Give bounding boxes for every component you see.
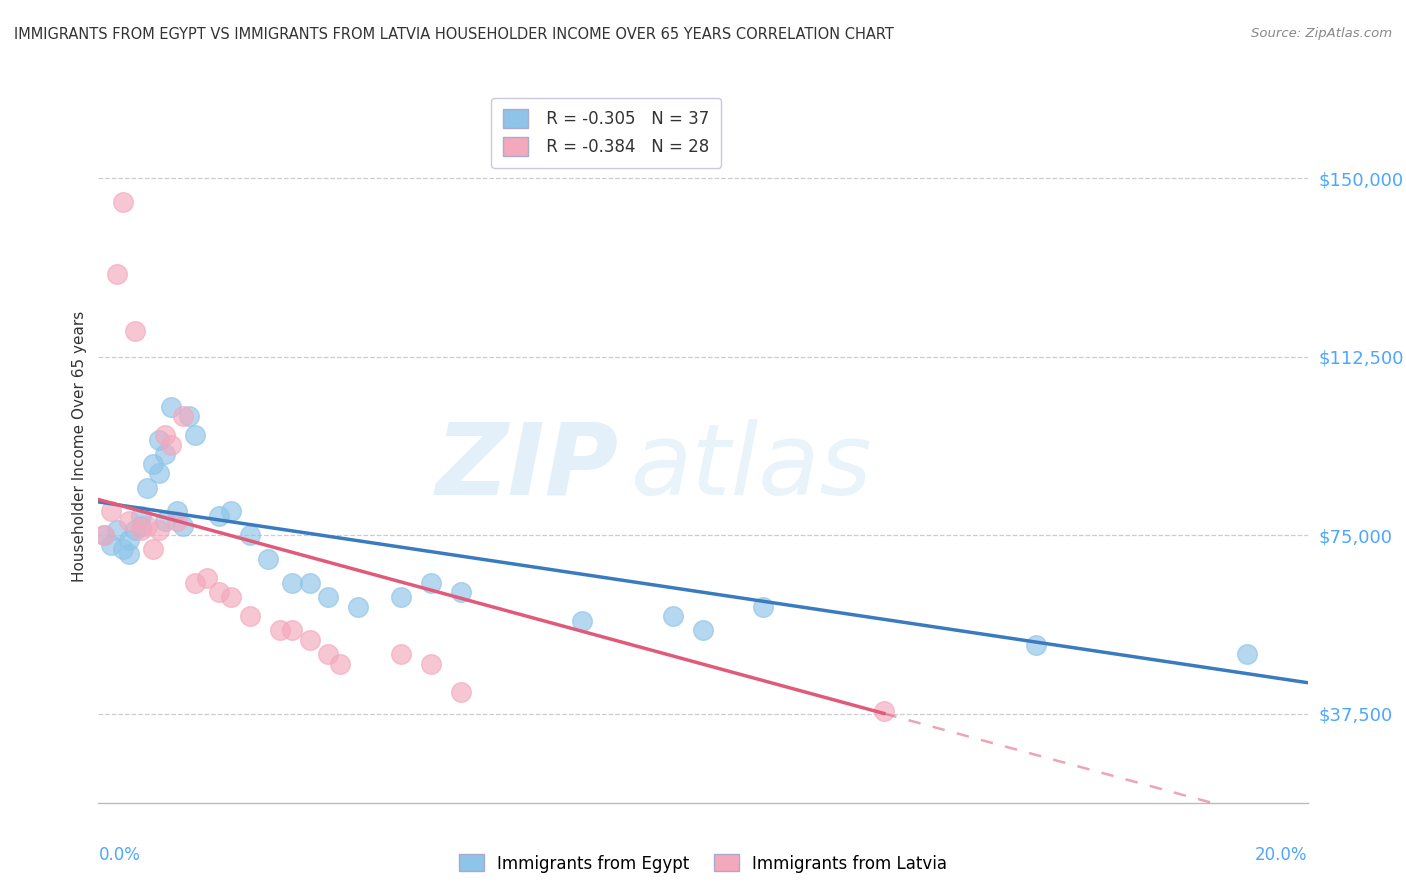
Text: 0.0%: 0.0% — [98, 846, 141, 863]
Point — [571, 614, 593, 628]
Point — [142, 457, 165, 471]
Point — [153, 514, 176, 528]
Point — [299, 575, 322, 590]
Point — [269, 624, 291, 638]
Point — [420, 657, 443, 671]
Point — [450, 685, 472, 699]
Point — [129, 509, 152, 524]
Point — [148, 433, 170, 447]
Point — [148, 467, 170, 481]
Point — [111, 195, 134, 210]
Point — [221, 590, 243, 604]
Point — [105, 267, 128, 281]
Point — [389, 647, 412, 661]
Legend: Immigrants from Egypt, Immigrants from Latvia: Immigrants from Egypt, Immigrants from L… — [451, 847, 955, 880]
Point — [118, 533, 141, 547]
Point — [184, 575, 207, 590]
Point — [450, 585, 472, 599]
Text: ZIP: ZIP — [436, 419, 619, 516]
Point — [389, 590, 412, 604]
Text: Source: ZipAtlas.com: Source: ZipAtlas.com — [1251, 27, 1392, 40]
Point — [153, 428, 176, 442]
Point — [752, 599, 775, 614]
Point — [661, 609, 683, 624]
Point — [166, 514, 188, 528]
Point — [347, 599, 370, 614]
Point — [93, 528, 115, 542]
Point — [100, 538, 122, 552]
Y-axis label: Householder Income Over 65 years: Householder Income Over 65 years — [72, 310, 87, 582]
Point — [329, 657, 352, 671]
Point — [281, 575, 304, 590]
Point — [124, 524, 146, 538]
Point — [93, 528, 115, 542]
Point — [148, 524, 170, 538]
Point — [129, 518, 152, 533]
Point — [135, 518, 157, 533]
Point — [316, 647, 339, 661]
Point — [118, 514, 141, 528]
Point — [239, 528, 262, 542]
Point — [184, 428, 207, 442]
Point — [118, 547, 141, 561]
Point — [1024, 638, 1046, 652]
Point — [172, 409, 194, 424]
Point — [239, 609, 262, 624]
Point — [172, 518, 194, 533]
Point — [135, 481, 157, 495]
Text: IMMIGRANTS FROM EGYPT VS IMMIGRANTS FROM LATVIA HOUSEHOLDER INCOME OVER 65 YEARS: IMMIGRANTS FROM EGYPT VS IMMIGRANTS FROM… — [14, 27, 894, 42]
Point — [111, 542, 134, 557]
Point — [129, 524, 152, 538]
Point — [208, 509, 231, 524]
Point — [208, 585, 231, 599]
Point — [160, 438, 183, 452]
Point — [281, 624, 304, 638]
Point — [221, 504, 243, 518]
Point — [316, 590, 339, 604]
Legend:  R = -0.305   N = 37,  R = -0.384   N = 28: R = -0.305 N = 37, R = -0.384 N = 28 — [491, 97, 721, 168]
Point — [124, 324, 146, 338]
Point — [105, 524, 128, 538]
Point — [420, 575, 443, 590]
Point — [873, 704, 896, 718]
Point — [1236, 647, 1258, 661]
Point — [692, 624, 714, 638]
Point — [100, 504, 122, 518]
Point — [195, 571, 218, 585]
Point — [142, 542, 165, 557]
Text: atlas: atlas — [630, 419, 872, 516]
Point — [160, 400, 183, 414]
Point — [166, 504, 188, 518]
Point — [299, 632, 322, 647]
Text: 20.0%: 20.0% — [1256, 846, 1308, 863]
Point — [153, 447, 176, 461]
Point — [256, 552, 278, 566]
Point — [179, 409, 201, 424]
